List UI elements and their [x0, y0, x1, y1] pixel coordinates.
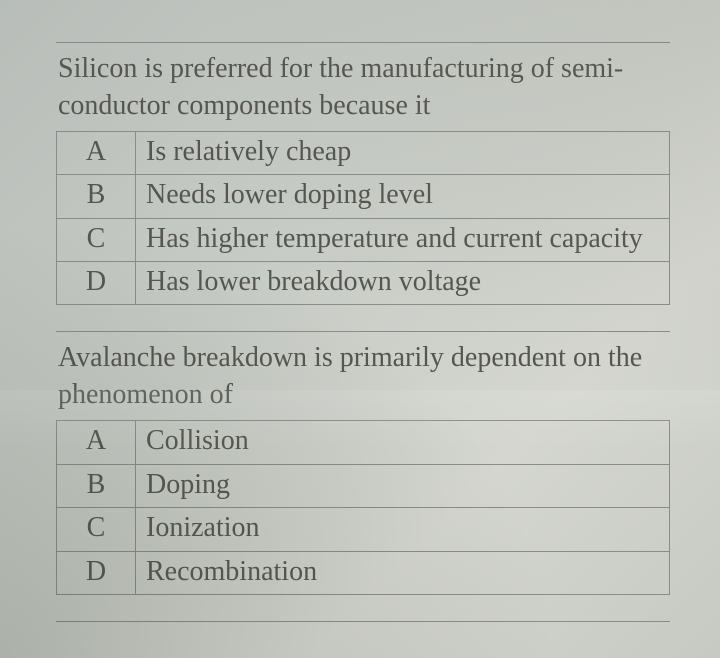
option-text: Is relatively cheap	[136, 131, 670, 174]
option-text: Ionization	[136, 508, 670, 551]
table-row: B Doping	[57, 464, 670, 507]
section-divider	[56, 621, 670, 622]
table-row: A Is relatively cheap	[57, 131, 670, 174]
table-row: D Recombination	[57, 551, 670, 594]
option-key: B	[57, 464, 136, 507]
question-2: Avalanche breakdown is primarily depende…	[56, 340, 670, 594]
option-text: Has higher temperature and current capac…	[136, 218, 670, 261]
option-text: Has lower breakdown voltage	[136, 262, 670, 305]
option-key: D	[57, 551, 136, 594]
option-text: Needs lower doping level	[136, 175, 670, 218]
option-key: D	[57, 262, 136, 305]
question-1-options-table: A Is relatively cheap B Needs lower dopi…	[56, 131, 670, 306]
table-row: A Collision	[57, 421, 670, 464]
question-2-prompt: Avalanche breakdown is primarily depende…	[58, 340, 668, 414]
prev-table-bottom-edge	[56, 28, 670, 43]
question-1: Silicon is preferred for the manufacturi…	[56, 51, 670, 305]
option-key: B	[57, 175, 136, 218]
table-row: B Needs lower doping level	[57, 175, 670, 218]
question-1-prompt: Silicon is preferred for the manufacturi…	[58, 51, 668, 125]
table-row: C Has higher temperature and current cap…	[57, 218, 670, 261]
option-text: Collision	[136, 421, 670, 464]
option-key: A	[57, 131, 136, 174]
table-row: C Ionization	[57, 508, 670, 551]
option-key: C	[57, 508, 136, 551]
table-row: D Has lower breakdown voltage	[57, 262, 670, 305]
section-divider	[56, 331, 670, 332]
option-key: C	[57, 218, 136, 261]
question-2-options-table: A Collision B Doping C Ionization D Reco…	[56, 420, 670, 595]
option-text: Recombination	[136, 551, 670, 594]
option-text: Doping	[136, 464, 670, 507]
option-key: A	[57, 421, 136, 464]
